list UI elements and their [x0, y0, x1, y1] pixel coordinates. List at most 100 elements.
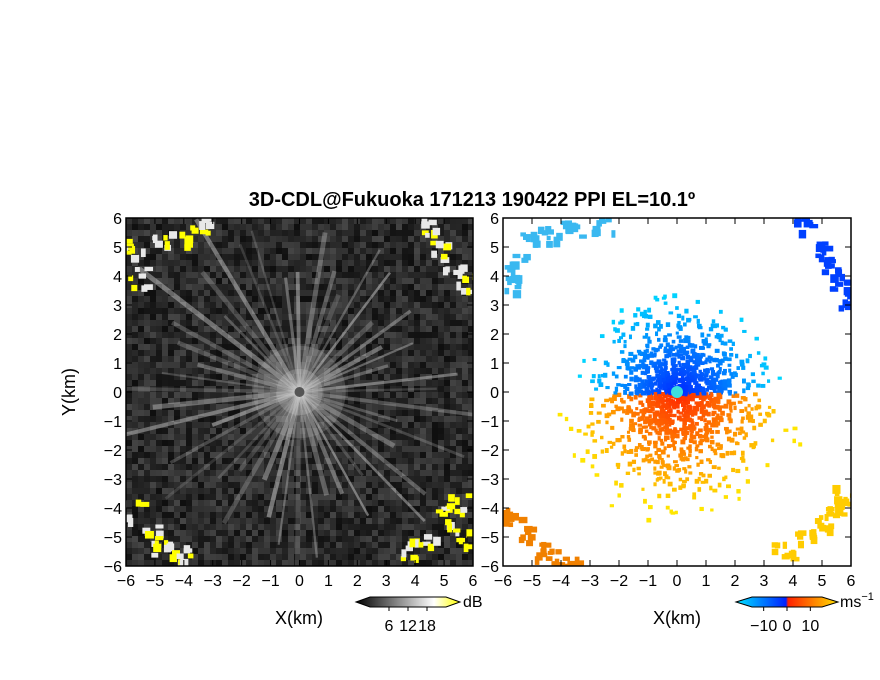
reflectivity-cell: [402, 374, 408, 380]
reflectivity-cell: [384, 542, 390, 548]
reflectivity-cell: [270, 260, 276, 266]
reflectivity-cell: [312, 398, 318, 404]
reflectivity-cell: [144, 248, 150, 254]
velocity-cell: [596, 411, 602, 415]
reflectivity-cell: [138, 284, 144, 290]
reflectivity-cell: [132, 278, 138, 284]
reflectivity-cell: [390, 230, 396, 236]
reflectivity-cell: [150, 428, 156, 434]
reflectivity-cell: [318, 338, 324, 344]
velocity-cell: [726, 378, 732, 383]
velocity-cell: [653, 323, 658, 329]
reflectivity-cell: [138, 470, 144, 476]
velocity-cell: [630, 358, 636, 363]
reflectivity-cell: [444, 404, 450, 410]
reflectivity-edge-echo: [423, 534, 433, 540]
reflectivity-cell: [438, 536, 444, 542]
reflectivity-cell: [348, 320, 354, 326]
reflectivity-cell: [426, 524, 432, 530]
reflectivity-cell: [234, 296, 240, 302]
reflectivity-cell: [378, 500, 384, 506]
reflectivity-cell: [150, 302, 156, 308]
reflectivity-cell: [240, 524, 246, 530]
reflectivity-cell: [162, 470, 168, 476]
reflectivity-cell: [150, 290, 156, 296]
reflectivity-cell: [258, 320, 264, 326]
reflectivity-cell: [210, 392, 216, 398]
reflectivity-cell: [402, 356, 408, 362]
reflectivity-cell: [180, 308, 186, 314]
reflectivity-cell: [264, 488, 270, 494]
reflectivity-cell: [126, 530, 132, 536]
reflectivity-spoke: [237, 390, 302, 473]
reflectivity-cell: [306, 542, 312, 548]
reflectivity-cell: [372, 296, 378, 302]
reflectivity-cell: [240, 446, 246, 452]
reflectivity-cell: [300, 428, 306, 434]
reflectivity-cell: [144, 380, 150, 386]
reflectivity-cell: [198, 554, 204, 560]
reflectivity-spoke: [126, 390, 300, 437]
velocity-cell: [650, 406, 655, 411]
reflectivity-cell: [192, 500, 198, 506]
reflectivity-cell: [222, 506, 228, 512]
velocity-cell: [699, 506, 704, 512]
reflectivity-cell: [288, 350, 294, 356]
reflectivity-cell: [282, 554, 288, 560]
reflectivity-edge-echo: [176, 553, 184, 560]
reflectivity-cell: [432, 308, 438, 314]
reflectivity-cell: [234, 416, 240, 422]
reflectivity-cell: [186, 266, 192, 272]
reflectivity-cell: [462, 452, 468, 458]
velocity-cell: [654, 422, 660, 426]
reflectivity-edge-echo: [187, 553, 194, 559]
velocity-cell: [658, 427, 663, 433]
reflectivity-cell: [426, 458, 432, 464]
velocity-cell: [589, 397, 595, 402]
reflectivity-cell: [312, 368, 318, 374]
reflectivity-cell: [330, 260, 336, 266]
reflectivity-cell: [432, 296, 438, 302]
velocity-cell: [746, 382, 751, 386]
reflectivity-cell: [258, 404, 264, 410]
reflectivity-cell: [312, 218, 318, 224]
reflectivity-cell: [228, 476, 234, 482]
reflectivity-cell: [294, 530, 300, 536]
reflectivity-cell: [240, 230, 246, 236]
reflectivity-spoke: [298, 249, 381, 393]
reflectivity-cell: [444, 362, 450, 368]
velocity-cell: [639, 409, 643, 414]
reflectivity-cell: [456, 290, 462, 296]
velocity-cell: [641, 487, 645, 491]
reflectivity-cell: [336, 266, 342, 272]
reflectivity-cell: [258, 440, 264, 446]
reflectivity-cell: [390, 308, 396, 314]
reflectivity-cell: [180, 542, 186, 548]
velocity-cell: [649, 351, 654, 355]
reflectivity-cell: [384, 272, 390, 278]
reflectivity-cell: [396, 494, 402, 500]
reflectivity-cell: [396, 248, 402, 254]
reflectivity-cell: [372, 470, 378, 476]
reflectivity-cell: [144, 278, 150, 284]
reflectivity-cell: [144, 242, 150, 248]
reflectivity-edge-echo: [430, 240, 438, 246]
reflectivity-cell: [150, 308, 156, 314]
reflectivity-cell: [378, 518, 384, 524]
velocity-cell: [690, 418, 694, 423]
reflectivity-cell: [216, 536, 222, 542]
reflectivity-cell: [180, 236, 186, 242]
reflectivity-cell: [432, 392, 438, 398]
reflectivity-cell: [276, 422, 282, 428]
reflectivity-edge-echo: [433, 536, 441, 546]
reflectivity-cell: [336, 338, 342, 344]
reflectivity-cell: [378, 440, 384, 446]
velocity-cell: [704, 340, 708, 345]
reflectivity-cell: [216, 554, 222, 560]
reflectivity-cell: [414, 320, 420, 326]
reflectivity-cell: [324, 458, 330, 464]
reflectivity-cell: [216, 446, 222, 452]
reflectivity-cell: [210, 506, 216, 512]
reflectivity-cell: [270, 272, 276, 278]
reflectivity-cell: [288, 320, 294, 326]
